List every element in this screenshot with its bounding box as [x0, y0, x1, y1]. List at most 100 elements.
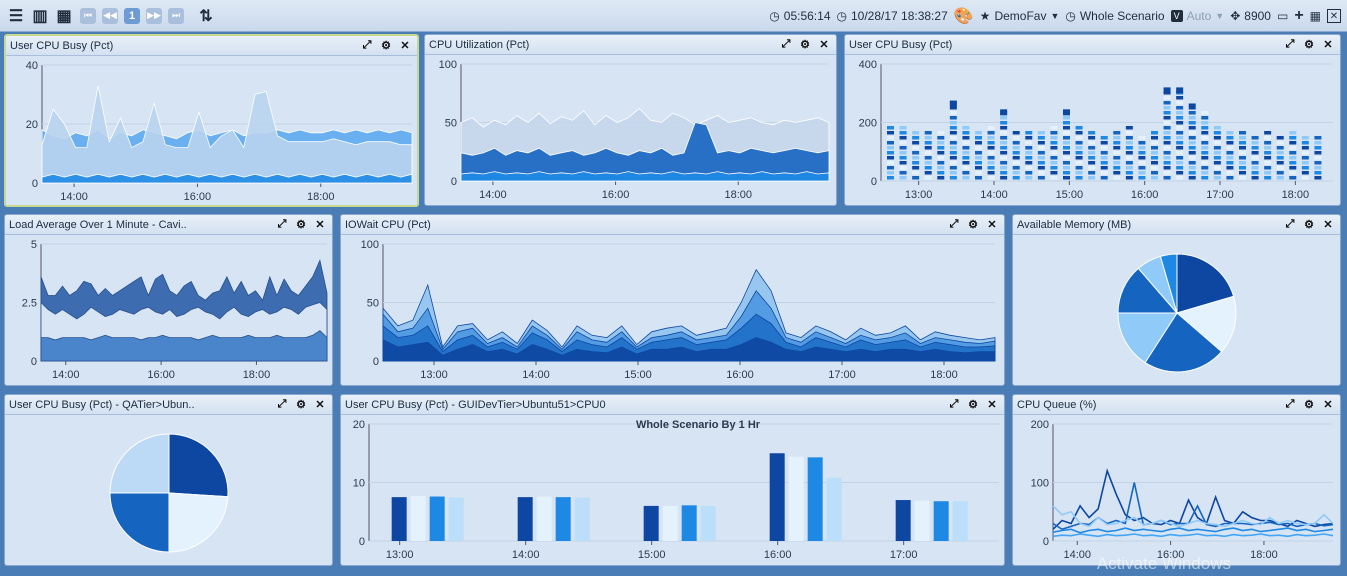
x-tick-label: 16:00	[764, 549, 792, 561]
expand-icon[interactable]: ⤢	[277, 218, 287, 230]
expand-icon[interactable]: ⤢	[949, 218, 959, 230]
bar	[914, 500, 930, 541]
bar-segment	[1226, 171, 1234, 175]
bar-segment	[1063, 166, 1070, 170]
bar-segment	[1301, 151, 1309, 155]
bar-segment	[962, 146, 970, 150]
close-icon[interactable]: ✕	[987, 219, 997, 231]
close-icon[interactable]: ✕	[1323, 399, 1333, 411]
close-icon[interactable]: ✕	[315, 219, 325, 231]
bar-segment	[1188, 151, 1196, 155]
layout-grid-icon[interactable]: ▦	[1309, 9, 1321, 23]
expand-icon[interactable]: ⤢	[949, 398, 959, 410]
chart-title: Whole Scenario By 1 Hr	[636, 419, 761, 431]
panel-title: CPU Queue (%)	[1017, 398, 1097, 411]
prev-page-button[interactable]: ◀◀	[102, 7, 118, 24]
current-page-indicator[interactable]: 1	[124, 7, 140, 24]
bar-segment	[1063, 176, 1070, 180]
gear-icon[interactable]: ⚙	[1304, 219, 1314, 231]
bar-segment	[987, 126, 995, 130]
expand-icon[interactable]: ⤢	[1285, 218, 1295, 230]
x-tick-label: 16:00	[147, 369, 175, 381]
bar-segment	[987, 161, 995, 165]
close-icon[interactable]: ✕	[1323, 39, 1333, 51]
gear-icon[interactable]: ⚙	[296, 399, 306, 411]
bar-segment	[1301, 171, 1309, 175]
series-area	[460, 171, 830, 182]
palette-icon[interactable]: 🎨	[953, 8, 974, 25]
bar-segment	[1264, 151, 1272, 155]
bar-segment	[1163, 151, 1171, 155]
bar-segment	[1088, 161, 1096, 165]
bar-segment	[1251, 146, 1259, 150]
bar-segment	[949, 100, 957, 107]
bar-segment	[1276, 151, 1284, 155]
gear-icon[interactable]: ⚙	[1304, 39, 1314, 51]
bar-segment	[1289, 136, 1297, 140]
bar-segment	[1012, 156, 1020, 160]
bar-segment	[1050, 136, 1058, 140]
bar-segment	[1251, 151, 1259, 155]
bar-chart-icon[interactable]: ▥	[32, 7, 48, 25]
bar-segment	[1201, 171, 1209, 175]
add-icon[interactable]: +	[1294, 7, 1304, 24]
series-line	[1052, 527, 1334, 534]
gear-icon[interactable]: ⚙	[800, 39, 810, 51]
gear-icon[interactable]: ⚙	[296, 219, 306, 231]
card-icon[interactable]: ▭	[1276, 9, 1289, 23]
bar-segment	[975, 131, 982, 135]
panel-guidevtier-cpu-busy: User CPU Busy (Pct) - GUIDevTier>Ubuntu5…	[340, 394, 1005, 566]
expand-icon[interactable]: ⤢	[1285, 398, 1295, 410]
bar-segment	[1188, 111, 1196, 115]
expand-icon[interactable]: ⤢	[1285, 38, 1295, 50]
close-icon[interactable]: ✕	[1323, 219, 1333, 231]
scenario-selector[interactable]: ◷ Whole Scenario	[1065, 9, 1164, 23]
caret-down-icon: ▼	[1050, 11, 1060, 21]
close-icon[interactable]: ✕	[987, 399, 997, 411]
favorite-dropdown[interactable]: ★ DemoFav ▼	[980, 9, 1060, 23]
gear-icon[interactable]: ⚙	[968, 399, 978, 411]
bar-segment	[1163, 121, 1171, 125]
bar-segment	[1176, 146, 1184, 150]
bar-segment	[1037, 161, 1045, 165]
bar-segment	[1176, 87, 1184, 94]
table-grid-icon[interactable]: ▦	[56, 7, 72, 25]
gear-icon[interactable]: ⚙	[1304, 399, 1314, 411]
x-tick-label: 15:00	[624, 369, 652, 381]
gear-icon[interactable]: ⚙	[381, 40, 391, 52]
close-icon[interactable]: ✕	[315, 399, 325, 411]
last-page-button[interactable]: ⏭	[168, 7, 184, 24]
bar-segment	[1113, 136, 1121, 140]
bar-segment	[1226, 136, 1234, 140]
expand-icon[interactable]: ⤢	[362, 39, 372, 51]
bar	[410, 495, 426, 541]
next-page-button[interactable]: ▶▶	[146, 7, 162, 24]
sort-arrows-icon[interactable]: ⇅	[199, 7, 213, 25]
x-tick-label: 18:00	[1250, 549, 1278, 561]
bar-segment	[1151, 131, 1158, 135]
bar-segment	[1138, 136, 1146, 140]
bar-segment	[1000, 166, 1008, 170]
bar-segment	[987, 171, 995, 175]
chart-area: 0 2.5 5 14:00 16:00 18:00	[5, 236, 332, 385]
gear-icon[interactable]: ⚙	[968, 219, 978, 231]
close-icon[interactable]: ✕	[1327, 9, 1341, 23]
expand-icon[interactable]: ⤢	[277, 398, 287, 410]
series-area	[40, 330, 328, 362]
hamburger-menu-icon[interactable]: ☰	[8, 7, 24, 25]
bar-segment	[1301, 141, 1309, 145]
bar-segment	[1213, 166, 1221, 170]
close-icon[interactable]: ✕	[400, 40, 410, 52]
y-tick-label: 0	[359, 536, 365, 548]
bar-segment	[1100, 176, 1108, 180]
bar-segment	[1125, 166, 1133, 170]
first-page-button[interactable]: ⏮	[80, 7, 96, 24]
bar-segment	[949, 121, 957, 125]
bar-segment	[1125, 151, 1133, 155]
port-indicator[interactable]: ✥ 8900	[1230, 9, 1271, 23]
panel-user-cpu-busy-2: User CPU Busy (Pct) ⤢ ⚙ ✕ 0 200 400 13:00 14:0…	[844, 34, 1341, 206]
auto-refresh-dropdown[interactable]: V Auto ▼	[1170, 9, 1224, 23]
bar-segment	[1201, 121, 1209, 125]
close-icon[interactable]: ✕	[819, 39, 829, 51]
expand-icon[interactable]: ⤢	[781, 38, 791, 50]
